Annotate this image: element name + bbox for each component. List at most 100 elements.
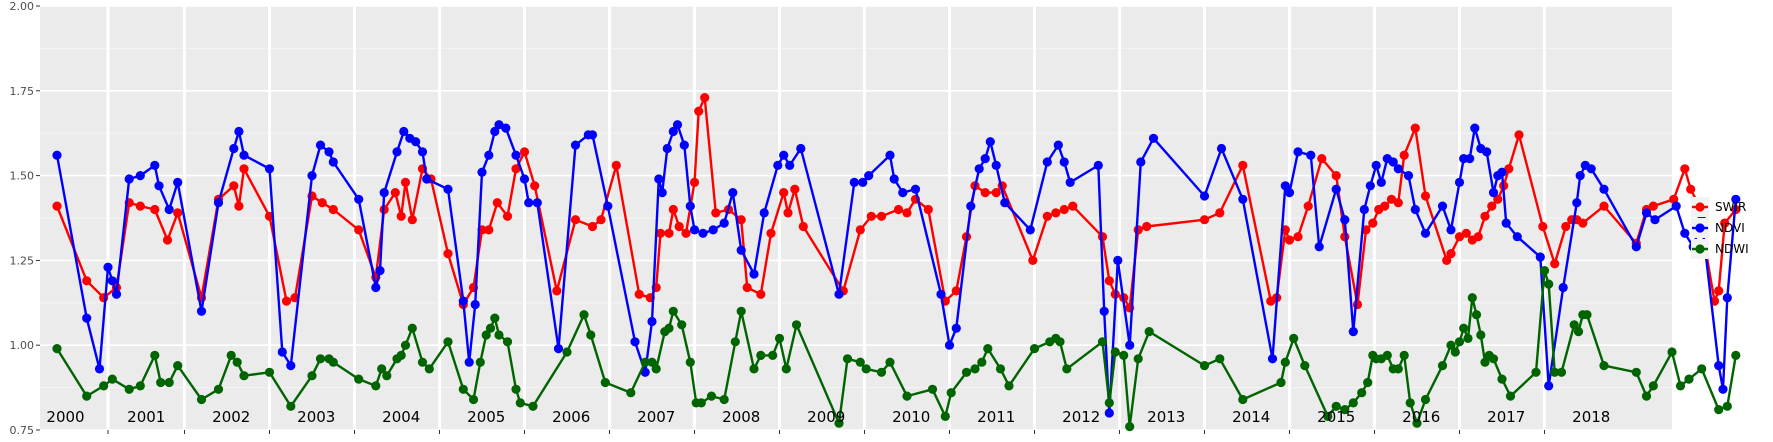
data-point-ndwi [940,411,950,421]
data-point-ndvi [1104,408,1114,418]
data-point-swir [711,208,721,218]
year-label: 2008 [722,408,760,426]
data-point-ndvi [759,208,769,218]
data-point-ndvi [698,228,708,238]
data-point-ndwi [1300,361,1310,371]
data-point-swir [407,215,417,225]
data-point-ndvi [511,150,521,160]
data-point-swir [1368,218,1378,228]
data-point-ndwi [1497,374,1507,384]
data-point-ndwi [586,330,596,340]
data-point-ndwi [1471,310,1482,320]
data-point-swir [766,228,776,238]
data-point-ndwi [468,394,479,405]
data-point-ndwi [1004,381,1014,391]
data-point-ndwi [354,374,364,384]
data-point-swir [317,198,327,208]
data-point-ndvi [532,198,542,208]
data-point-ndvi [519,174,530,184]
data-point-ndwi [124,384,134,394]
data-point-ndwi [135,381,145,391]
data-point-swir [1480,211,1490,221]
year-label: 2002 [212,408,250,426]
data-point-ndwi [490,313,500,323]
data-point-ndwi [315,354,326,364]
data-point-ndwi [961,367,972,377]
data-point-swir [779,188,789,198]
data-point-ndwi [443,337,453,347]
minor-gridlines [40,47,1672,389]
x-axis [107,430,1545,434]
data-point-ndwi [1459,323,1469,333]
data-point-ndwi [196,394,207,405]
data-point-ndwi [855,357,865,367]
data-point-ndwi [1582,310,1592,320]
data-point-ndwi [377,364,387,374]
data-point-ndvi [1586,164,1596,174]
data-point-ndvi [324,147,334,157]
data-point-swir [1068,201,1078,211]
data-point-ndvi [603,201,613,211]
data-point-ndwi [400,340,411,350]
year-label: 2013 [1147,408,1185,426]
data-point-ndvi [728,188,738,198]
data-point-ndvi [1340,215,1350,225]
data-point-swir [150,204,160,215]
data-point-swir [1284,235,1295,245]
data-point-swir [893,204,904,215]
data-point-ndvi [1714,361,1724,371]
year-label: 2010 [892,408,930,426]
data-point-ndwi [226,350,236,360]
data-point-swir [1454,232,1465,242]
data-point-ndvi [1388,157,1398,167]
data-point-ndvi [1000,198,1010,208]
data-point-ndwi [781,364,791,374]
data-point-swir [1317,154,1327,164]
data-point-ndwi [902,391,912,401]
data-point-ndvi [1497,167,1507,177]
data-point-swir [552,286,562,296]
data-point-ndvi [1680,228,1690,238]
data-point-ndwi [774,333,785,343]
data-point-swir [234,201,244,211]
data-point-ndwi [640,357,650,367]
data-point-ndwi [485,323,496,333]
data-point-ndwi [164,377,174,388]
data-point-ndwi [1382,350,1392,360]
data-point-swir [229,181,239,191]
data-point-swir [1420,191,1431,201]
year-label: 2007 [637,408,675,426]
data-point-swir [668,204,678,215]
data-point-ndvi [1293,147,1303,157]
data-point-ndwi [371,381,381,391]
data-point-swir [135,201,145,211]
data-point-swir [681,228,691,238]
data-point-ndvi [375,266,385,276]
data-point-ndwi [756,350,766,360]
data-point-swir [1293,232,1303,242]
data-point-ndwi [1289,333,1299,343]
data-point-ndvi [1284,188,1295,198]
data-point-swir [736,215,746,225]
data-point-ndwi [1480,357,1490,367]
data-point-swir [951,286,961,296]
data-point-ndvi [1053,140,1063,150]
major-gridlines [40,5,1672,431]
data-point-ndwi [1697,364,1707,374]
data-point-ndwi [791,320,802,330]
data-point-ndwi [264,367,275,377]
year-label: 2016 [1402,408,1440,426]
data-point-ndvi [647,316,657,327]
data-point-ndvi [464,357,474,367]
data-point-ndwi [1476,330,1486,340]
data-point-ndvi [173,177,183,187]
data-point-swir [783,208,793,218]
data-point-swir [876,211,887,221]
data-point-swir [694,106,704,116]
data-point-swir [700,93,710,103]
data-point-ndvi [1403,171,1414,181]
data-point-swir [980,188,990,198]
data-point-ndwi [1331,401,1341,411]
data-point-swir [502,211,513,221]
data-point-ndwi [685,357,695,367]
